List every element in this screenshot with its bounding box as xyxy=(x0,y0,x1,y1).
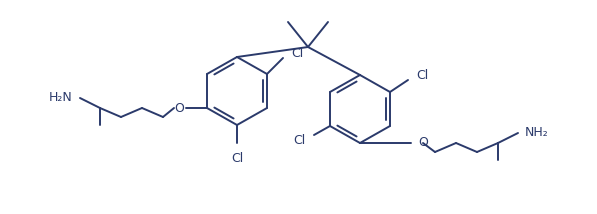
Text: Cl: Cl xyxy=(231,152,243,165)
Text: H₂N: H₂N xyxy=(49,91,73,104)
Text: Cl: Cl xyxy=(293,134,305,147)
Text: O: O xyxy=(174,101,184,114)
Text: NH₂: NH₂ xyxy=(525,125,549,138)
Text: Cl: Cl xyxy=(291,46,303,59)
Text: O: O xyxy=(418,137,428,150)
Text: Cl: Cl xyxy=(416,68,428,82)
